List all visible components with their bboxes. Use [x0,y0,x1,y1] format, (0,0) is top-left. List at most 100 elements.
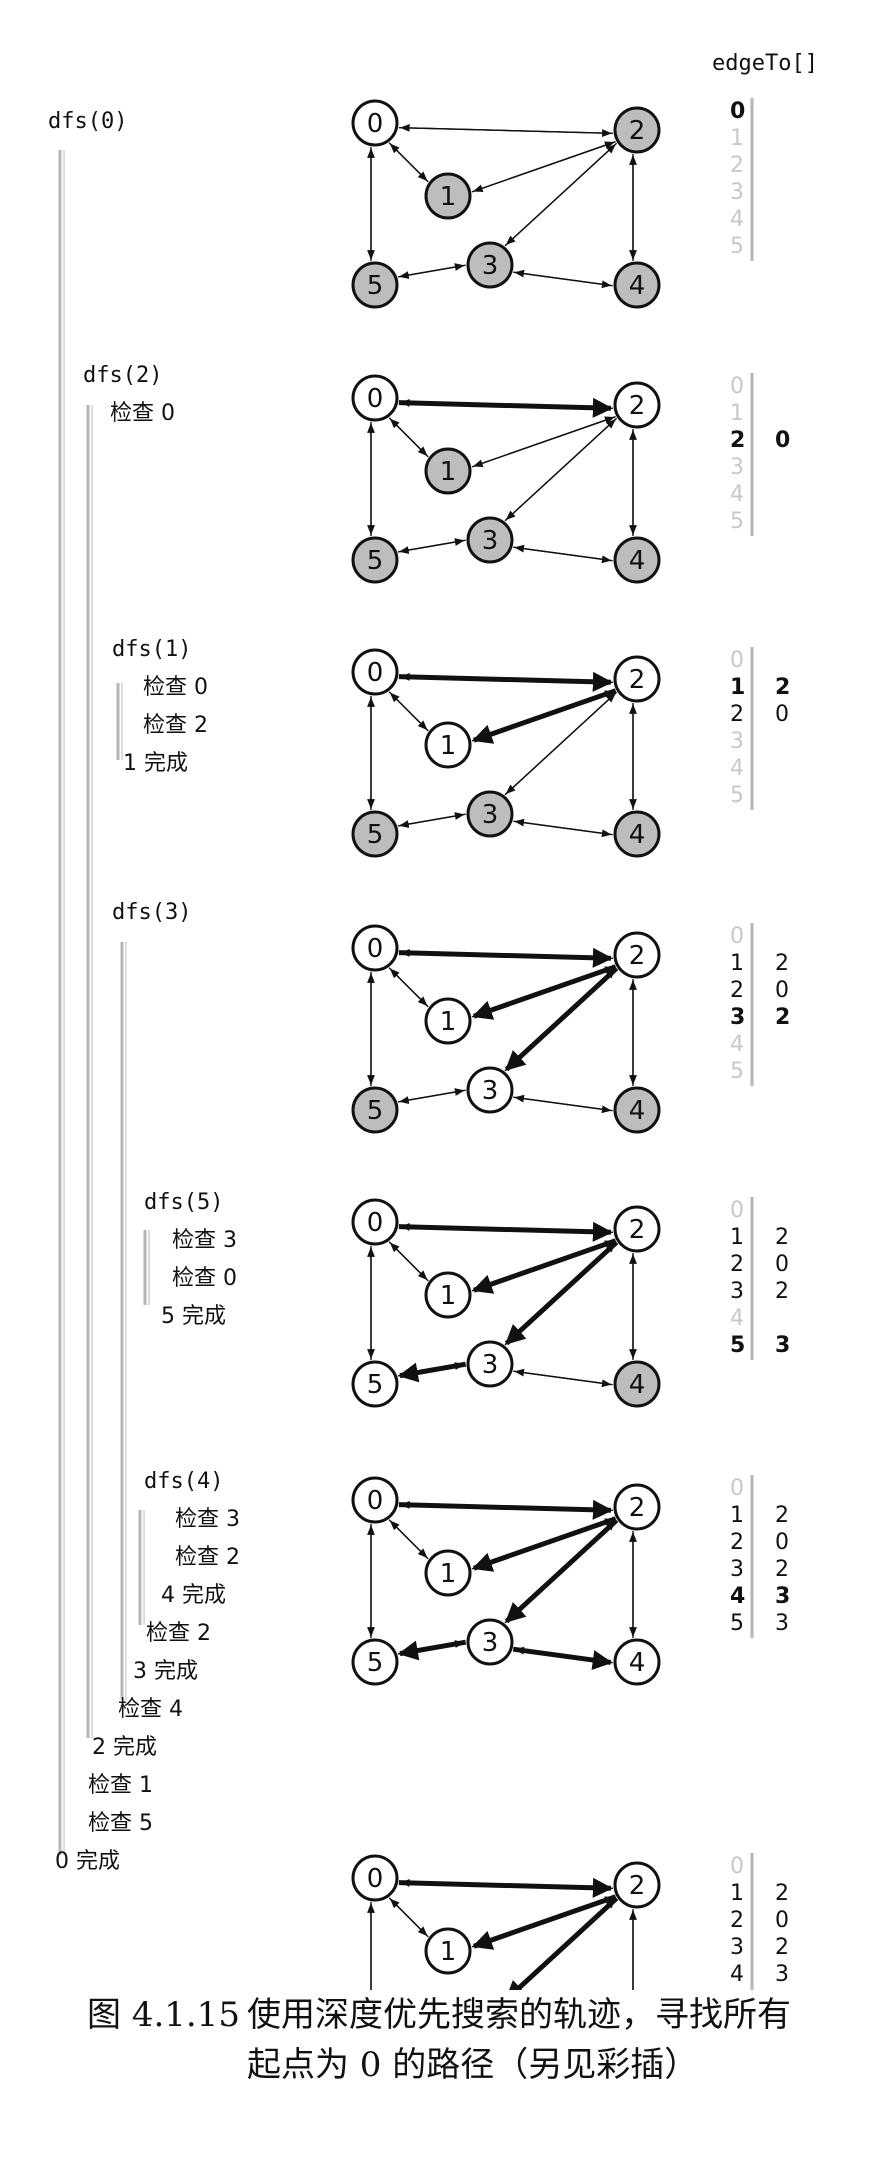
vertex-label: 0 [367,934,384,964]
vertex-label: 2 [629,116,646,146]
vertex-label: 3 [482,1628,499,1658]
trace-line: 检查 0 [143,675,208,700]
table-index: 5 [730,1059,744,1084]
table-index: 2 [730,702,744,727]
table-index: 4 [730,482,744,507]
vertex-5 [351,1638,399,1686]
vertex-label: 2 [629,1871,646,1901]
trace-line: 检查 2 [175,1545,240,1570]
vertex-5 [351,1360,399,1408]
vertex-label: 5 [367,1648,384,1678]
vertex-1 [424,997,472,1045]
edge-arrow [504,1242,616,1346]
edge-arrow [514,269,613,287]
trace-line: 5 完成 [161,1304,226,1329]
table-value: 2 [775,675,790,700]
edge-arrow [397,1362,465,1377]
trace-line: 检查 3 [175,1507,240,1532]
vertex-label: 0 [367,384,384,414]
vertex-label: 3 [482,526,499,556]
vertex-label: 5 [367,1370,384,1400]
vertex-label: 1 [440,731,457,761]
table-index: 2 [730,978,744,1003]
vertex-label: 4 [629,546,646,576]
table-index: 0 [730,1854,744,1879]
vertex-4 [613,1638,661,1686]
vertex-1 [424,172,472,220]
vertex-label: 2 [629,1493,646,1523]
vertex-label: 5 [367,820,384,850]
trace-line: 检查 2 [143,713,208,738]
edge-arrow [389,1520,429,1560]
vertex-label: 2 [629,1215,646,1245]
table-value: 0 [775,428,790,453]
edge-arrow [514,1094,613,1112]
vertex-0 [351,1854,399,1902]
vertex-label: 5 [367,546,384,576]
table-index: 4 [730,1584,745,1609]
edge-arrow [389,143,429,183]
edge-arrow [399,124,613,135]
caption-line-1: 使用深度优先搜索的轨迹，寻找所有 [247,1995,791,2035]
table-index: 1 [730,1225,744,1250]
edge-arrow [472,416,616,467]
vertex-1 [424,1927,472,1975]
table-index: 4 [730,1962,744,1987]
edge-arrow [515,1898,616,1990]
edge-arrow [504,1520,616,1624]
figure-number: 图 4.1.15 [87,1995,240,2035]
vertex-2 [613,655,661,703]
vertex-2 [613,1861,661,1909]
table-index: 3 [730,455,744,480]
table-value: 0 [775,1530,789,1555]
edge-arrow [471,688,617,744]
table-value: 0 [775,978,789,1003]
edge-arrow [397,263,465,278]
vertex-2 [613,381,661,429]
edge-arrow [397,1088,465,1103]
vertex-label: 1 [440,1281,457,1311]
trace-line: 0 完成 [55,1849,120,1874]
table-index: 5 [730,1611,744,1636]
table-index: 3 [730,1005,745,1030]
table-index: 2 [730,1908,744,1933]
edge-arrow [504,143,616,247]
edge-arrow [399,673,613,684]
edge-arrow [504,968,616,1072]
vertex-label: 4 [629,1096,646,1126]
table-index: 4 [730,207,744,232]
vertex-4 [613,261,661,309]
vertex-3 [466,1618,514,1666]
table-index: 0 [730,99,745,124]
edge-arrow [504,692,616,796]
vertex-label: 3 [482,1076,499,1106]
table-value: 0 [775,1252,789,1277]
table-index: 1 [730,401,744,426]
vertex-5 [351,536,399,584]
table-value: 2 [775,1503,789,1528]
table-index: 1 [730,1881,744,1906]
table-index: 1 [730,951,744,976]
table-value: 2 [775,1279,789,1304]
vertex-3 [466,790,514,838]
vertex-5 [351,261,399,309]
vertex-2 [613,1483,661,1531]
table-index: 5 [730,1989,744,1990]
vertex-label: 3 [482,800,499,830]
trace-line: 检查 4 [118,1697,183,1722]
edge-arrow [399,1879,613,1890]
table-index: 0 [730,648,744,673]
edge-to-header: edgeTo[] [712,51,818,76]
vertex-label: 5 [367,1096,384,1126]
table-value: 2 [775,1225,789,1250]
vertex-label: 1 [440,1007,457,1037]
vertex-0 [351,99,399,147]
edge-arrow [399,949,613,960]
table-index: 3 [730,1935,744,1960]
